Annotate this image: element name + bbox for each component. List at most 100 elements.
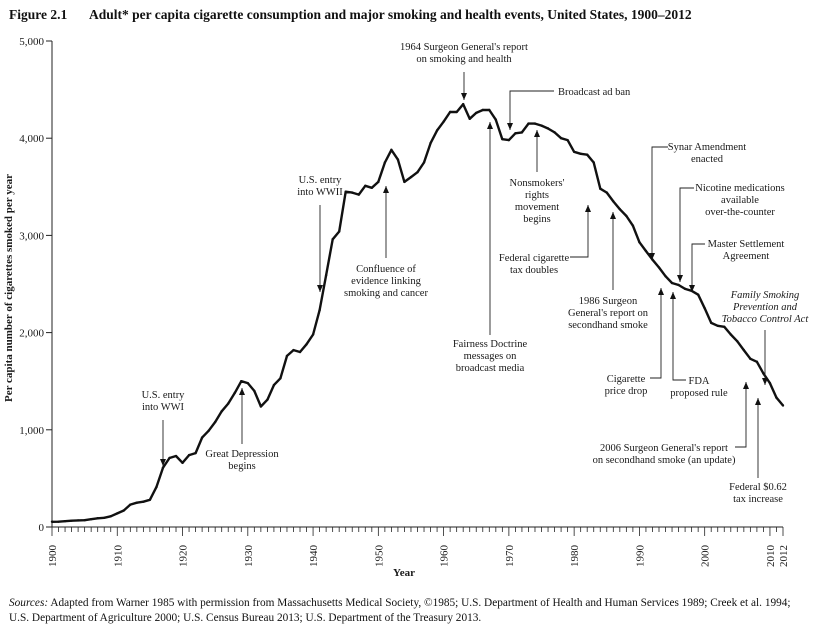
- y-tick-label: 2,000: [19, 328, 44, 340]
- data-point: [377, 180, 380, 184]
- data-point: [142, 500, 145, 503]
- data-point: [155, 485, 158, 489]
- annotation-leader: [672, 292, 686, 381]
- annotation-leader: [691, 243, 705, 292]
- arrowhead-icon: [610, 212, 616, 219]
- annotation: FDA proposed rule: [670, 292, 728, 399]
- x-tick-label: 1920: [178, 545, 190, 568]
- figure-header: Figure 2.1 Adult* per capita cigarette co…: [9, 7, 692, 23]
- annotation-line: U.S. entry: [142, 390, 186, 401]
- data-point: [768, 381, 772, 385]
- data-point: [749, 357, 752, 361]
- annotation-line: Cigarette: [607, 374, 646, 385]
- data-point: [762, 372, 765, 375]
- annotation-label: Synar Amendment enacted: [668, 142, 747, 165]
- data-point: [76, 519, 80, 522]
- data-point: [116, 512, 119, 515]
- x-tick-label: 1960: [439, 545, 451, 568]
- annotation: Fairness Doctrine messages on broadcast me…: [453, 122, 528, 374]
- annotation-label: Family Smoking Prevention and Tobacco Cont…: [722, 290, 810, 325]
- arrowhead-icon: [317, 285, 323, 292]
- data-point: [207, 429, 210, 432]
- annotation-label: 2006 Surgeon General's report on secondha…: [593, 443, 736, 466]
- annotation-leader: [735, 382, 747, 448]
- data-point: [63, 519, 67, 523]
- annotation-line: messages on: [464, 351, 518, 362]
- figure-title: Adult* per capita cigarette consumption …: [89, 7, 692, 22]
- annotation-line: Nonsmokers': [510, 178, 565, 189]
- data-point: [527, 122, 530, 125]
- data-point: [109, 515, 112, 518]
- data-point: [488, 108, 491, 112]
- annotation-leader: [651, 146, 668, 260]
- x-tick-label: 1930: [243, 545, 255, 568]
- data-point: [161, 466, 165, 469]
- data-point: [259, 405, 263, 408]
- data-point: [324, 274, 328, 277]
- arrowhead-icon: [689, 285, 695, 292]
- arrowhead-icon: [461, 93, 467, 100]
- annotation-label: U.S. entry into WWI: [142, 390, 186, 413]
- data-point: [331, 238, 334, 241]
- data-point: [285, 354, 289, 358]
- y-tick-label: 3,000: [19, 230, 44, 242]
- data-point: [781, 404, 785, 407]
- y-tick-label: 5,000: [19, 36, 44, 48]
- arrowhead-icon: [239, 388, 245, 395]
- data-point: [475, 111, 478, 115]
- data-point: [194, 451, 197, 455]
- data-point: [605, 191, 608, 194]
- data-point: [664, 275, 667, 278]
- data-point: [625, 214, 628, 218]
- annotation-line: FDA: [688, 376, 709, 387]
- annotation-leader: [570, 205, 589, 258]
- data-point: [429, 141, 432, 145]
- annotation: 1986 Surgeon General's report on secondhan…: [568, 212, 649, 331]
- data-point: [422, 161, 426, 164]
- data-point: [213, 420, 217, 424]
- annotation: Synar Amendment enacted: [651, 142, 747, 260]
- x-tick-label: 1970: [504, 545, 516, 568]
- annotation-leader: [650, 288, 662, 379]
- data-point: [129, 503, 132, 506]
- annotation-line: begins: [523, 214, 550, 225]
- data-point: [540, 124, 543, 127]
- data-point: [351, 191, 354, 194]
- annotation-label: Cigarette price drop: [605, 374, 648, 397]
- data-point: [566, 138, 569, 142]
- annotation-line: over-the-counter: [705, 207, 775, 218]
- annotation-line: Federal $0.62: [729, 482, 787, 493]
- data-point: [723, 325, 726, 328]
- figure-number: Figure 2.1: [9, 7, 68, 22]
- data-point: [736, 340, 739, 343]
- data-point: [435, 129, 439, 132]
- data-point: [533, 122, 537, 125]
- annotation-label: 1986 Surgeon General's report on secondhan…: [568, 296, 649, 331]
- annotation-line: smoking and cancer: [344, 288, 428, 299]
- data-point: [579, 152, 582, 155]
- data-point: [187, 453, 191, 457]
- data-point: [83, 518, 86, 522]
- annotation-line: Broadcast ad ban: [558, 87, 631, 98]
- annotation: U.S. entry into WWI: [142, 390, 186, 466]
- data-point: [200, 436, 204, 439]
- annotation-line: proposed rule: [670, 388, 728, 399]
- data-point: [592, 161, 595, 164]
- annotation: Confluence of evidence linking smoking and…: [344, 186, 428, 299]
- sources-note: Sources: Adapted from Warner 1985 with p…: [9, 596, 804, 626]
- data-point: [227, 402, 230, 405]
- x-tick-label: 2000: [700, 545, 712, 568]
- arrowhead-icon: [649, 253, 655, 260]
- annotation-line: Family Smoking: [730, 290, 800, 301]
- data-point: [618, 207, 622, 211]
- x-tick-label: 1990: [634, 545, 646, 568]
- annotation: Cigarette price drop: [605, 288, 662, 397]
- axes: 0 1,000 2,000 3,000 4,000 5,000 1900 1910 1920 19…: [19, 36, 790, 567]
- data-point: [135, 501, 139, 504]
- annotation-leader: [509, 90, 554, 130]
- data-point: [455, 110, 458, 114]
- annotation-line: on smoking and health: [416, 54, 512, 65]
- data-point: [416, 171, 419, 174]
- x-tick-label: 1940: [308, 545, 320, 568]
